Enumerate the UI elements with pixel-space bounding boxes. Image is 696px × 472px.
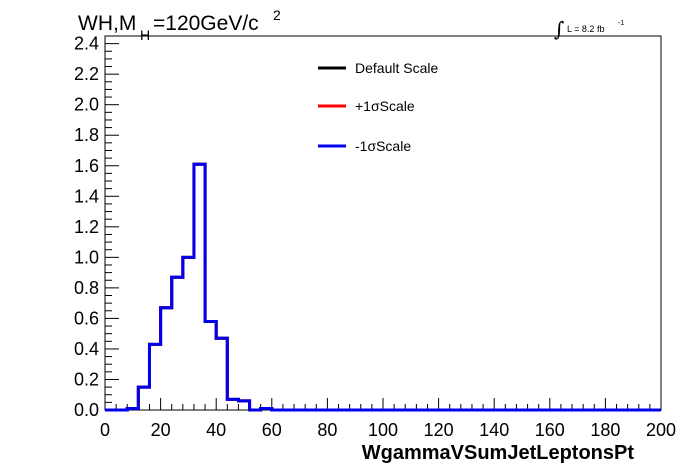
histogram-series — [105, 162, 661, 412]
y-tick-label: 0.8 — [74, 278, 99, 298]
y-tick-label: 2.2 — [74, 64, 99, 84]
y-tick-label: 0.0 — [74, 400, 99, 420]
x-tick-label: 40 — [206, 420, 226, 440]
legend: Default Scale +1σScale -1σScale — [318, 60, 438, 154]
y-tick-label: 0.4 — [74, 339, 99, 359]
chart-title-rest: =120GeV/c — [153, 12, 259, 35]
x-axis-label: WgammaVSumJetLeptonsPt — [362, 442, 635, 464]
legend-label-plus: +1σScale — [355, 98, 415, 114]
x-tick-label: 140 — [479, 420, 509, 440]
y-tick-label: 0.2 — [74, 369, 99, 389]
legend-label-minus: -1σScale — [355, 138, 411, 154]
plot-frame — [104, 35, 662, 411]
x-tick-label: 20 — [151, 420, 171, 440]
chart-title-subscript: H — [140, 27, 150, 43]
y-tick-label: 0.6 — [74, 308, 99, 328]
lumi-integral-symbol: ∫ — [554, 17, 564, 41]
x-tick-label: 60 — [262, 420, 282, 440]
y-tick-label: 2.4 — [74, 34, 99, 54]
x-tick-label: 120 — [424, 420, 454, 440]
lumi-text: L = 8.2 fb — [567, 24, 604, 34]
series-line-0 — [105, 162, 661, 412]
x-tick-label: 80 — [317, 420, 337, 440]
x-tick-label: 0 — [100, 420, 110, 440]
x-tick-label: 100 — [368, 420, 398, 440]
x-tick-label: 180 — [590, 420, 620, 440]
y-axis-ticks: 0.0 0.2 0.4 0.6 0.8 1.0 1.2 1.4 1.6 1.8 2.0 2.2 2.4 — [74, 34, 119, 420]
lumi-superscript: -1 — [618, 20, 624, 27]
chart-title-main: WH,M — [78, 12, 136, 35]
chart-title-superscript: 2 — [273, 7, 281, 23]
y-tick-label: 2.0 — [74, 95, 99, 115]
legend-label-default: Default Scale — [355, 60, 438, 76]
x-tick-label: 160 — [535, 420, 565, 440]
y-tick-label: 1.4 — [74, 186, 99, 206]
x-tick-label: 200 — [646, 420, 676, 440]
series-line-1 — [105, 162, 661, 412]
series-line-2 — [105, 162, 661, 412]
y-tick-label: 1.8 — [74, 125, 99, 145]
x-axis-ticks: 0 20 40 60 80 100 120 140 160 180 200 — [100, 398, 676, 440]
y-tick-label: 1.2 — [74, 217, 99, 237]
y-tick-label: 1.0 — [74, 247, 99, 267]
y-tick-label: 1.6 — [74, 156, 99, 176]
